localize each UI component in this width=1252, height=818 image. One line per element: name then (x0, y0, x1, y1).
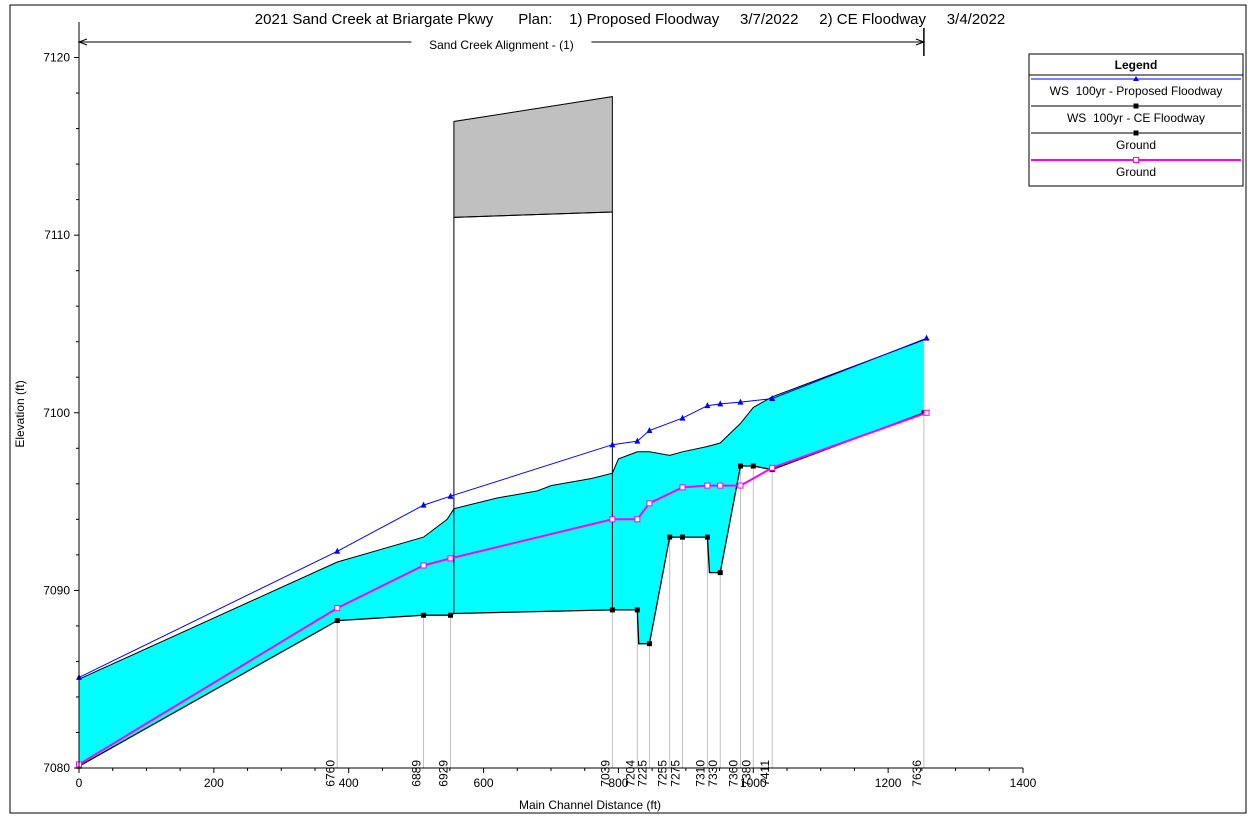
x-tick-label: 200 (204, 776, 224, 790)
x-tick-label: 0 (76, 776, 83, 790)
proposed-ground-marker (634, 516, 641, 523)
proposed-water-surface-marker (420, 501, 427, 508)
ce-ground-marker (667, 534, 673, 540)
station-label: 7039 (598, 760, 612, 787)
proposed-ground-marker (717, 482, 724, 489)
proposed-ground-marker (447, 555, 454, 562)
station-label: 7330 (706, 760, 720, 787)
legend-entries: WS 100yr - Proposed Floodway WS 100yr - C… (1031, 76, 1241, 179)
station-label: 7380 (739, 760, 753, 787)
alignment-label: Sand Creek Alignment - (1) (429, 38, 574, 52)
station-label: 6760 (323, 760, 337, 787)
ce-water-surface-line (78, 339, 925, 680)
proposed-water-surface-marker (923, 334, 930, 341)
legend-entry-label: WS 100yr - CE Floodway (1067, 111, 1205, 125)
legend-entry-label: WS 100yr - Proposed Floodway (1050, 84, 1223, 98)
proposed-ground-marker (679, 484, 686, 491)
water-area-fill (79, 339, 924, 767)
y-tick-label: 7120 (43, 51, 70, 65)
x-tick-label: 1400 (1010, 776, 1037, 790)
ce-ground-marker (750, 463, 756, 469)
legend-title: Legend (1115, 58, 1158, 72)
ce-ground-marker (704, 534, 710, 540)
proposed-ground-marker (737, 482, 744, 489)
legend-entry-label: Ground (1116, 165, 1156, 179)
proposed-water-surface-marker (717, 400, 724, 407)
station-label: 6929 (437, 760, 451, 787)
station-label: 7411 (758, 760, 772, 786)
proposed-water-surface-marker (634, 437, 641, 444)
legend-marker-square (1133, 103, 1139, 109)
x-tick-label: 400 (339, 776, 359, 790)
proposed-water-surface-marker (447, 492, 454, 499)
proposed-ground-marker (769, 464, 776, 471)
station-label: 6889 (410, 760, 424, 787)
legend-marker-triangle (1133, 76, 1139, 81)
proposed-ground-marker (704, 482, 711, 489)
chart-title: 2021 Sand Creek at Briargate Pkwy Plan: … (255, 11, 1005, 28)
proposed-water-surface-marker (704, 402, 711, 409)
x-axis-label: Main Channel Distance (ft) (519, 798, 661, 812)
bridge-deck (453, 96, 613, 218)
proposed-ground-marker (646, 500, 653, 507)
figure-frame (9, 4, 1247, 814)
ce-ground-marker (679, 534, 685, 540)
proposed-water-surface-marker (679, 414, 686, 421)
station-label: 7204 (623, 760, 637, 787)
x-tick-label: 1000 (740, 776, 767, 790)
station-label: 7360 (726, 760, 740, 787)
proposed-ground-marker (923, 409, 930, 416)
proposed-water-surface-marker (769, 395, 776, 402)
alignment-label-bg (411, 38, 592, 52)
legend-marker-square (1133, 157, 1139, 163)
ce-ground-marker (646, 641, 652, 647)
y-tick-label: 7110 (44, 228, 70, 242)
x-tick-label: 800 (608, 776, 628, 790)
ce-ground-marker (737, 463, 743, 469)
ce-ground-marker (448, 612, 454, 618)
proposed-water-surface-marker (334, 547, 341, 554)
ce-ground-marker (609, 607, 615, 613)
station-label: 7310 (693, 760, 707, 787)
proposed-water-surface-marker (737, 398, 744, 405)
station-label: 7225 (635, 760, 649, 787)
ce-ground-marker (717, 570, 723, 576)
station-label: 7636 (910, 760, 924, 787)
y-tick-label: 7090 (43, 583, 70, 597)
y-axis-label: Elevation (ft) (13, 380, 27, 447)
legend-marker-square (1133, 130, 1139, 136)
legend-entry-label: Ground (1116, 138, 1156, 152)
y-tick-label: 7080 (43, 761, 70, 775)
station-label: 7275 (668, 760, 682, 787)
proposed-ground-marker (420, 562, 427, 569)
proposed-ground-marker (334, 605, 341, 612)
alignment-arrow-left (77, 38, 88, 46)
bridge-low-chord (453, 211, 613, 218)
proposed-ground-marker (609, 516, 616, 523)
x-tick-label: 600 (474, 776, 494, 790)
x-tick-label: 1200 (875, 776, 902, 790)
proposed-water-surface-marker (609, 441, 616, 448)
y-tick-label: 7100 (43, 406, 70, 420)
proposed-water-surface-marker (646, 427, 653, 434)
ce-ground-marker (634, 607, 640, 613)
ce-ground-marker (334, 618, 340, 624)
ce-ground-marker (421, 612, 427, 618)
station-label: 7255 (656, 760, 670, 787)
